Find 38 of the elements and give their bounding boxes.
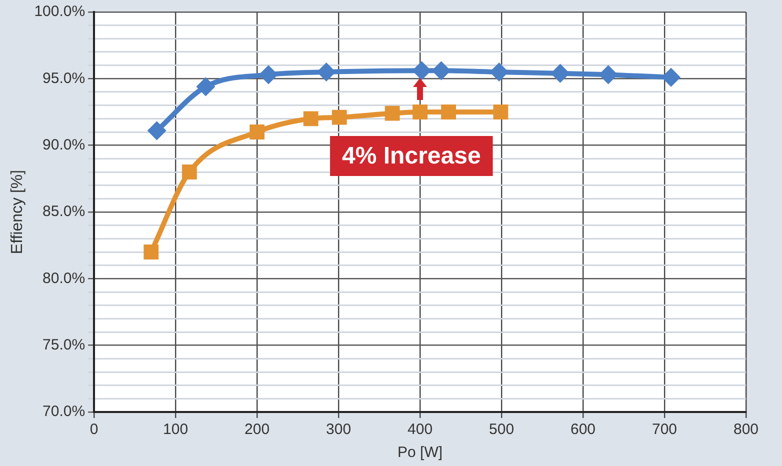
point	[144, 244, 159, 260]
y-tick-label: 100.0%	[34, 3, 86, 20]
point	[250, 124, 265, 140]
point	[490, 64, 508, 80]
x-tick-label: 500	[489, 421, 514, 438]
y-axis-title: Effiency [%]	[9, 170, 26, 254]
y-tick-label: 75.0%	[42, 336, 86, 354]
point	[662, 68, 680, 86]
point	[412, 104, 428, 120]
y-tick-label: 70.0%	[42, 403, 86, 420]
point	[493, 104, 508, 120]
point	[303, 111, 318, 126]
x-tick-label: 800	[733, 421, 759, 438]
y-tick-label: 85.0%	[42, 203, 86, 220]
point	[441, 104, 456, 120]
y-tick-label: 95.0%	[42, 70, 86, 87]
x-tick-label: 200	[244, 421, 270, 438]
point	[148, 122, 166, 140]
point	[552, 64, 569, 82]
x-tick-label: 700	[652, 421, 678, 438]
annotation: 4% Increase	[342, 142, 481, 170]
point	[432, 62, 450, 80]
y-tick-label: 80.0%	[42, 270, 86, 287]
point	[413, 62, 430, 80]
x-tick-label: 400	[408, 421, 433, 438]
y-tick-label: 90.0%	[42, 136, 86, 154]
point	[600, 66, 617, 84]
x-tick-label: 0	[90, 421, 98, 438]
x-tick-label: 100	[163, 421, 188, 438]
point	[384, 106, 400, 121]
point	[318, 64, 335, 80]
x-tick-label: 600	[570, 421, 596, 438]
point	[197, 78, 214, 96]
point	[260, 66, 277, 84]
point	[182, 164, 197, 180]
point	[332, 110, 347, 125]
x-tick-label: 300	[326, 421, 352, 438]
x-axis-title: Po [W]	[398, 444, 443, 462]
